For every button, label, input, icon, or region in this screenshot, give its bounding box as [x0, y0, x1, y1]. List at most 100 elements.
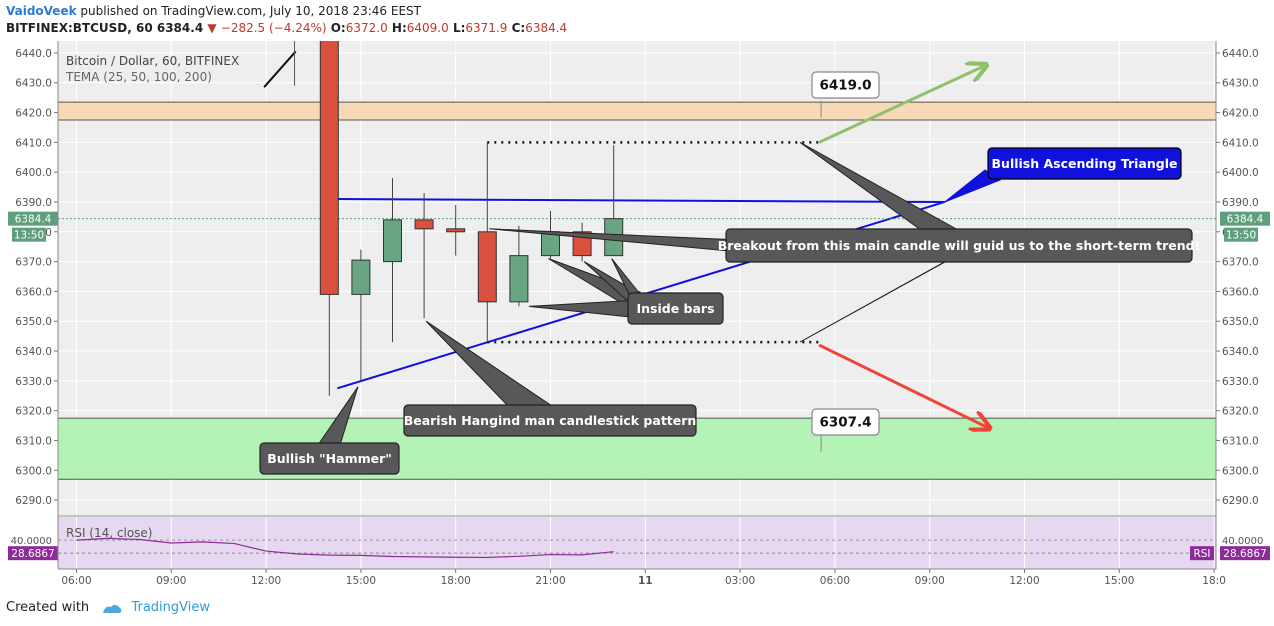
y-tick-label: 6360.0 [1222, 286, 1259, 298]
rsi-pane [58, 517, 1216, 569]
hammer-label-box [259, 442, 400, 475]
symbol-line: BITFINEX:BTCUSD, 60 6384.4 ▼ −282.5 (−4.… [6, 21, 567, 35]
y-tick-label: 6320.0 [15, 406, 52, 418]
y-tick-label: 6300.0 [15, 465, 52, 477]
y-tick-label: 6370.0 [15, 257, 52, 269]
y-tick-label: 6420.0 [1222, 108, 1259, 120]
candle-body [319, 41, 339, 295]
y-tick-label: 6430.0 [1222, 78, 1259, 90]
low-value: 6371.9 [465, 21, 508, 35]
open-label: O: [330, 21, 346, 35]
bullish-target-arrow [818, 65, 986, 144]
y-tick-label: 6300.0 [1222, 465, 1259, 477]
x-tick-label: 15:00 [346, 575, 376, 587]
open-value: 6372.0 [345, 21, 388, 35]
y-tick-label: 6320.0 [1222, 406, 1259, 418]
hanging-man-label-box [403, 404, 697, 437]
down-triangle-icon: ▼ [207, 21, 217, 35]
rsi-tag-name-text: RSI [1193, 548, 1210, 560]
y-tick-label: 6350.0 [1222, 316, 1259, 328]
rsi-tag-right [1220, 546, 1270, 561]
published-text: published on TradingView.com, July 10, 2… [80, 4, 421, 18]
price-tag-right-text: 6384.4 [1227, 214, 1264, 226]
countdown-right [1224, 227, 1258, 242]
x-tick-label: 18:00 [441, 575, 471, 587]
countdown-right-text: 13:50 [1226, 230, 1256, 242]
rsi-tag-left [8, 546, 58, 561]
x-tick-label: 09:00 [156, 575, 186, 587]
y-tick-label: 6440.0 [1222, 48, 1259, 60]
resistance-line [337, 198, 945, 203]
target-up-label-text: 6419.0 [819, 78, 871, 94]
x-tick-label: 06:00 [61, 575, 91, 587]
price-tag-right [1220, 211, 1270, 226]
rsi-label: RSI (14, close) [66, 526, 152, 540]
symbol-label: BITFINEX:BTCUSD, 60 [6, 21, 153, 35]
hammer-label-text: Bullish "Hammer" [267, 451, 392, 466]
chart-title: Bitcoin / Dollar, 60, BITFINEX [66, 54, 239, 68]
drawn-line [263, 50, 297, 88]
ascending-triangle-label-box [987, 147, 1182, 180]
rsi-tick-label: 40.0000 [1222, 536, 1263, 547]
y-tick-label: 6330.0 [1222, 376, 1259, 388]
price-tag-left [8, 211, 58, 226]
x-tick-label: 06:00 [820, 575, 850, 587]
x-tick-label: 12:00 [1009, 575, 1039, 587]
rsi-tick-label: 40.0000 [11, 536, 52, 547]
y-tick-label: 6340.0 [1222, 346, 1259, 358]
rsi-tag-name [1190, 546, 1214, 561]
created-with-text: Created with [6, 600, 90, 615]
candle-body [446, 228, 466, 233]
candle-body [414, 219, 434, 230]
target-up-label-box [811, 71, 880, 99]
x-tick-label: 03:00 [725, 575, 755, 587]
rsi-tag-right-text: 28.6867 [1223, 548, 1266, 560]
last-price: 6384.4 [156, 21, 204, 35]
low-label: L: [452, 21, 466, 35]
y-tick-label: 6420.0 [15, 108, 52, 120]
ascending-triangle-label-text: Bullish Ascending Triangle [992, 156, 1178, 171]
plot-content: Bullish Ascending Triangle Breakout from … [58, 41, 1216, 480]
high-label: H: [391, 21, 407, 35]
breakout-label-box [725, 228, 1193, 263]
y-tick-label: 6360.0 [15, 286, 52, 298]
rsi-line [76, 537, 614, 559]
high-value: 6409.0 [406, 21, 449, 35]
candle-body [509, 255, 529, 303]
price-zone [58, 101, 1216, 121]
y-tick-label: 6290.0 [15, 495, 52, 507]
countdown-left-text: 13:50 [14, 230, 44, 242]
tradingview-logo-icon [103, 604, 122, 613]
y-tick-label: 6410.0 [1222, 137, 1259, 149]
x-tick-label: 15:00 [1104, 575, 1134, 587]
price-change: −282.5 (−4.24%) [220, 21, 327, 35]
footer: Created with TradingView [6, 600, 210, 615]
author-link[interactable]: VaidoVeek [6, 4, 77, 18]
x-tick-label: 12:00 [251, 575, 281, 587]
y-tick-label: 6400.0 [15, 167, 52, 179]
y-tick-label: 6350.0 [15, 316, 52, 328]
inside-bars-label-box [627, 292, 724, 325]
breakout-label-text: Breakout from this main candle will guid… [718, 238, 1201, 253]
x-tick-label: 21:00 [535, 575, 565, 587]
candle-body [351, 259, 371, 295]
x-tick-label: 09:00 [915, 575, 945, 587]
bearish-target-arrow [818, 343, 990, 428]
inside-bars-label-text: Inside bars [636, 301, 714, 316]
y-tick-label: 6330.0 [15, 376, 52, 388]
y-tick-label: 6310.0 [1222, 435, 1259, 447]
indicator-label: TEMA (25, 50, 100, 200) [65, 70, 212, 84]
x-tick-label: 11 [638, 575, 653, 587]
tradingview-link[interactable]: TradingView [131, 600, 210, 615]
x-tick-label: 18:0 [1202, 575, 1226, 587]
rsi-tag-left-text: 28.6867 [11, 548, 54, 560]
y-tick-label: 6390.0 [15, 197, 52, 209]
hanging-man-label-text: Bearish Hangind man candlestick pattern [404, 413, 697, 428]
close-label: C: [511, 21, 526, 35]
y-tick-label: 6370.0 [1222, 257, 1259, 269]
y-tick-label: 6440.0 [15, 48, 52, 60]
y-tick-label: 6410.0 [15, 137, 52, 149]
y-tick-label: 6390.0 [1222, 197, 1259, 209]
target-down-label-box [811, 408, 880, 436]
